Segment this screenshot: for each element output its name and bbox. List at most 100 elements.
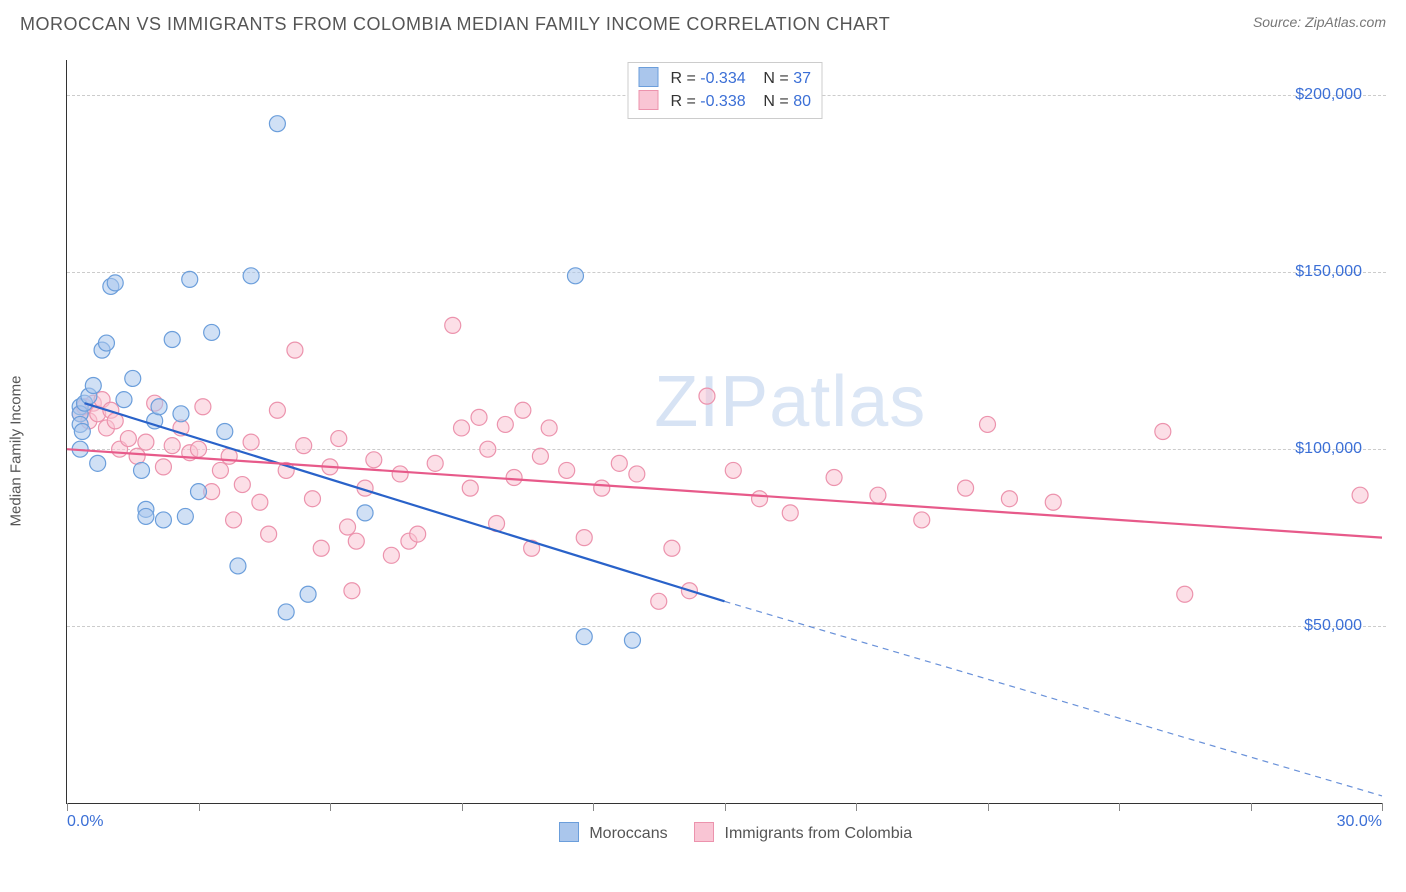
- scatter-point-colombians: [344, 583, 360, 599]
- scatter-point-colombians: [664, 540, 680, 556]
- scatter-point-colombians: [296, 438, 312, 454]
- scatter-point-moroccans: [230, 558, 246, 574]
- legend-swatch-colombians-icon: [694, 822, 714, 842]
- x-tick: [856, 803, 857, 811]
- scatter-point-colombians: [611, 455, 627, 471]
- scatter-point-colombians: [958, 480, 974, 496]
- scatter-point-colombians: [629, 466, 645, 482]
- trend-line-moroccans: [85, 403, 725, 601]
- scatter-point-colombians: [445, 317, 461, 333]
- legend-bottom: Moroccans Immigrants from Colombia: [67, 822, 1382, 843]
- scatter-point-colombians: [331, 431, 347, 447]
- legend-label-moroccans: Moroccans: [589, 825, 667, 842]
- scatter-point-colombians: [252, 494, 268, 510]
- scatter-point-moroccans: [191, 484, 207, 500]
- source-value: ZipAtlas.com: [1305, 14, 1386, 30]
- scatter-point-moroccans: [90, 455, 106, 471]
- scatter-point-colombians: [1001, 491, 1017, 507]
- scatter-point-colombians: [383, 547, 399, 563]
- scatter-point-moroccans: [624, 632, 640, 648]
- scatter-point-colombians: [480, 441, 496, 457]
- scatter-point-colombians: [366, 452, 382, 468]
- scatter-point-colombians: [826, 469, 842, 485]
- scatter-point-moroccans: [243, 268, 259, 284]
- scatter-point-colombians: [462, 480, 478, 496]
- scatter-point-moroccans: [85, 378, 101, 394]
- scatter-point-colombians: [506, 469, 522, 485]
- scatter-point-moroccans: [173, 406, 189, 422]
- scatter-point-colombians: [559, 462, 575, 478]
- scatter-point-colombians: [191, 441, 207, 457]
- scatter-point-colombians: [261, 526, 277, 542]
- scatter-point-colombians: [195, 399, 211, 415]
- scatter-point-moroccans: [182, 271, 198, 287]
- scatter-point-colombians: [1177, 586, 1193, 602]
- x-tick: [67, 803, 68, 811]
- scatter-point-colombians: [129, 448, 145, 464]
- scatter-point-colombians: [212, 462, 228, 478]
- scatter-point-moroccans: [357, 505, 373, 521]
- scatter-point-colombians: [348, 533, 364, 549]
- scatter-point-colombians: [304, 491, 320, 507]
- scatter-point-colombians: [410, 526, 426, 542]
- scatter-point-colombians: [287, 342, 303, 358]
- scatter-point-colombians: [914, 512, 930, 528]
- scatter-point-colombians: [471, 409, 487, 425]
- scatter-point-moroccans: [164, 332, 180, 348]
- scatter-point-moroccans: [576, 629, 592, 645]
- stats-row-colombians: R = -0.338 N = 80: [638, 90, 811, 113]
- chart-title: MOROCCAN VS IMMIGRANTS FROM COLOMBIA MED…: [20, 14, 890, 35]
- scatter-point-moroccans: [107, 275, 123, 291]
- source-attribution: Source: ZipAtlas.com: [1253, 14, 1386, 30]
- scatter-point-moroccans: [278, 604, 294, 620]
- scatter-point-moroccans: [269, 116, 285, 132]
- stats-legend: R = -0.334 N = 37 R = -0.338 N = 80: [627, 62, 822, 119]
- n-value-moroccans: 37: [793, 70, 811, 87]
- x-tick: [725, 803, 726, 811]
- chart-container: Median Family Income ZIPatlas R = -0.334…: [20, 50, 1386, 852]
- scatter-point-colombians: [980, 416, 996, 432]
- stats-row-moroccans: R = -0.334 N = 37: [638, 67, 811, 90]
- scatter-point-colombians: [164, 438, 180, 454]
- scatter-point-colombians: [454, 420, 470, 436]
- x-tick: [1251, 803, 1252, 811]
- scatter-point-colombians: [651, 593, 667, 609]
- scatter-point-moroccans: [151, 399, 167, 415]
- plot-svg: [67, 60, 1382, 803]
- plot-area: ZIPatlas R = -0.334 N = 37 R = -0.338 N …: [66, 60, 1382, 804]
- x-tick: [988, 803, 989, 811]
- scatter-point-moroccans: [116, 392, 132, 408]
- scatter-point-colombians: [427, 455, 443, 471]
- scatter-point-moroccans: [74, 424, 90, 440]
- scatter-point-colombians: [138, 434, 154, 450]
- scatter-point-moroccans: [98, 335, 114, 351]
- scatter-point-moroccans: [138, 508, 154, 524]
- scatter-point-colombians: [515, 402, 531, 418]
- scatter-point-colombians: [313, 540, 329, 556]
- scatter-point-colombians: [532, 448, 548, 464]
- scatter-point-colombians: [1352, 487, 1368, 503]
- y-axis-label: Median Family Income: [8, 376, 25, 527]
- scatter-point-moroccans: [300, 586, 316, 602]
- scatter-point-colombians: [234, 477, 250, 493]
- trend-line-colombians: [67, 449, 1382, 537]
- scatter-point-colombians: [782, 505, 798, 521]
- scatter-point-colombians: [594, 480, 610, 496]
- scatter-point-colombians: [725, 462, 741, 478]
- x-tick: [1382, 803, 1383, 811]
- x-tick: [330, 803, 331, 811]
- scatter-point-colombians: [340, 519, 356, 535]
- scatter-point-colombians: [1045, 494, 1061, 510]
- scatter-point-moroccans: [204, 324, 220, 340]
- x-tick: [462, 803, 463, 811]
- scatter-point-colombians: [120, 431, 136, 447]
- r-value-colombians: -0.338: [700, 93, 745, 110]
- scatter-point-colombians: [752, 491, 768, 507]
- scatter-point-colombians: [576, 530, 592, 546]
- scatter-point-colombians: [243, 434, 259, 450]
- scatter-point-colombians: [155, 459, 171, 475]
- scatter-point-colombians: [226, 512, 242, 528]
- n-value-colombians: 80: [793, 93, 811, 110]
- scatter-point-moroccans: [177, 508, 193, 524]
- x-tick: [593, 803, 594, 811]
